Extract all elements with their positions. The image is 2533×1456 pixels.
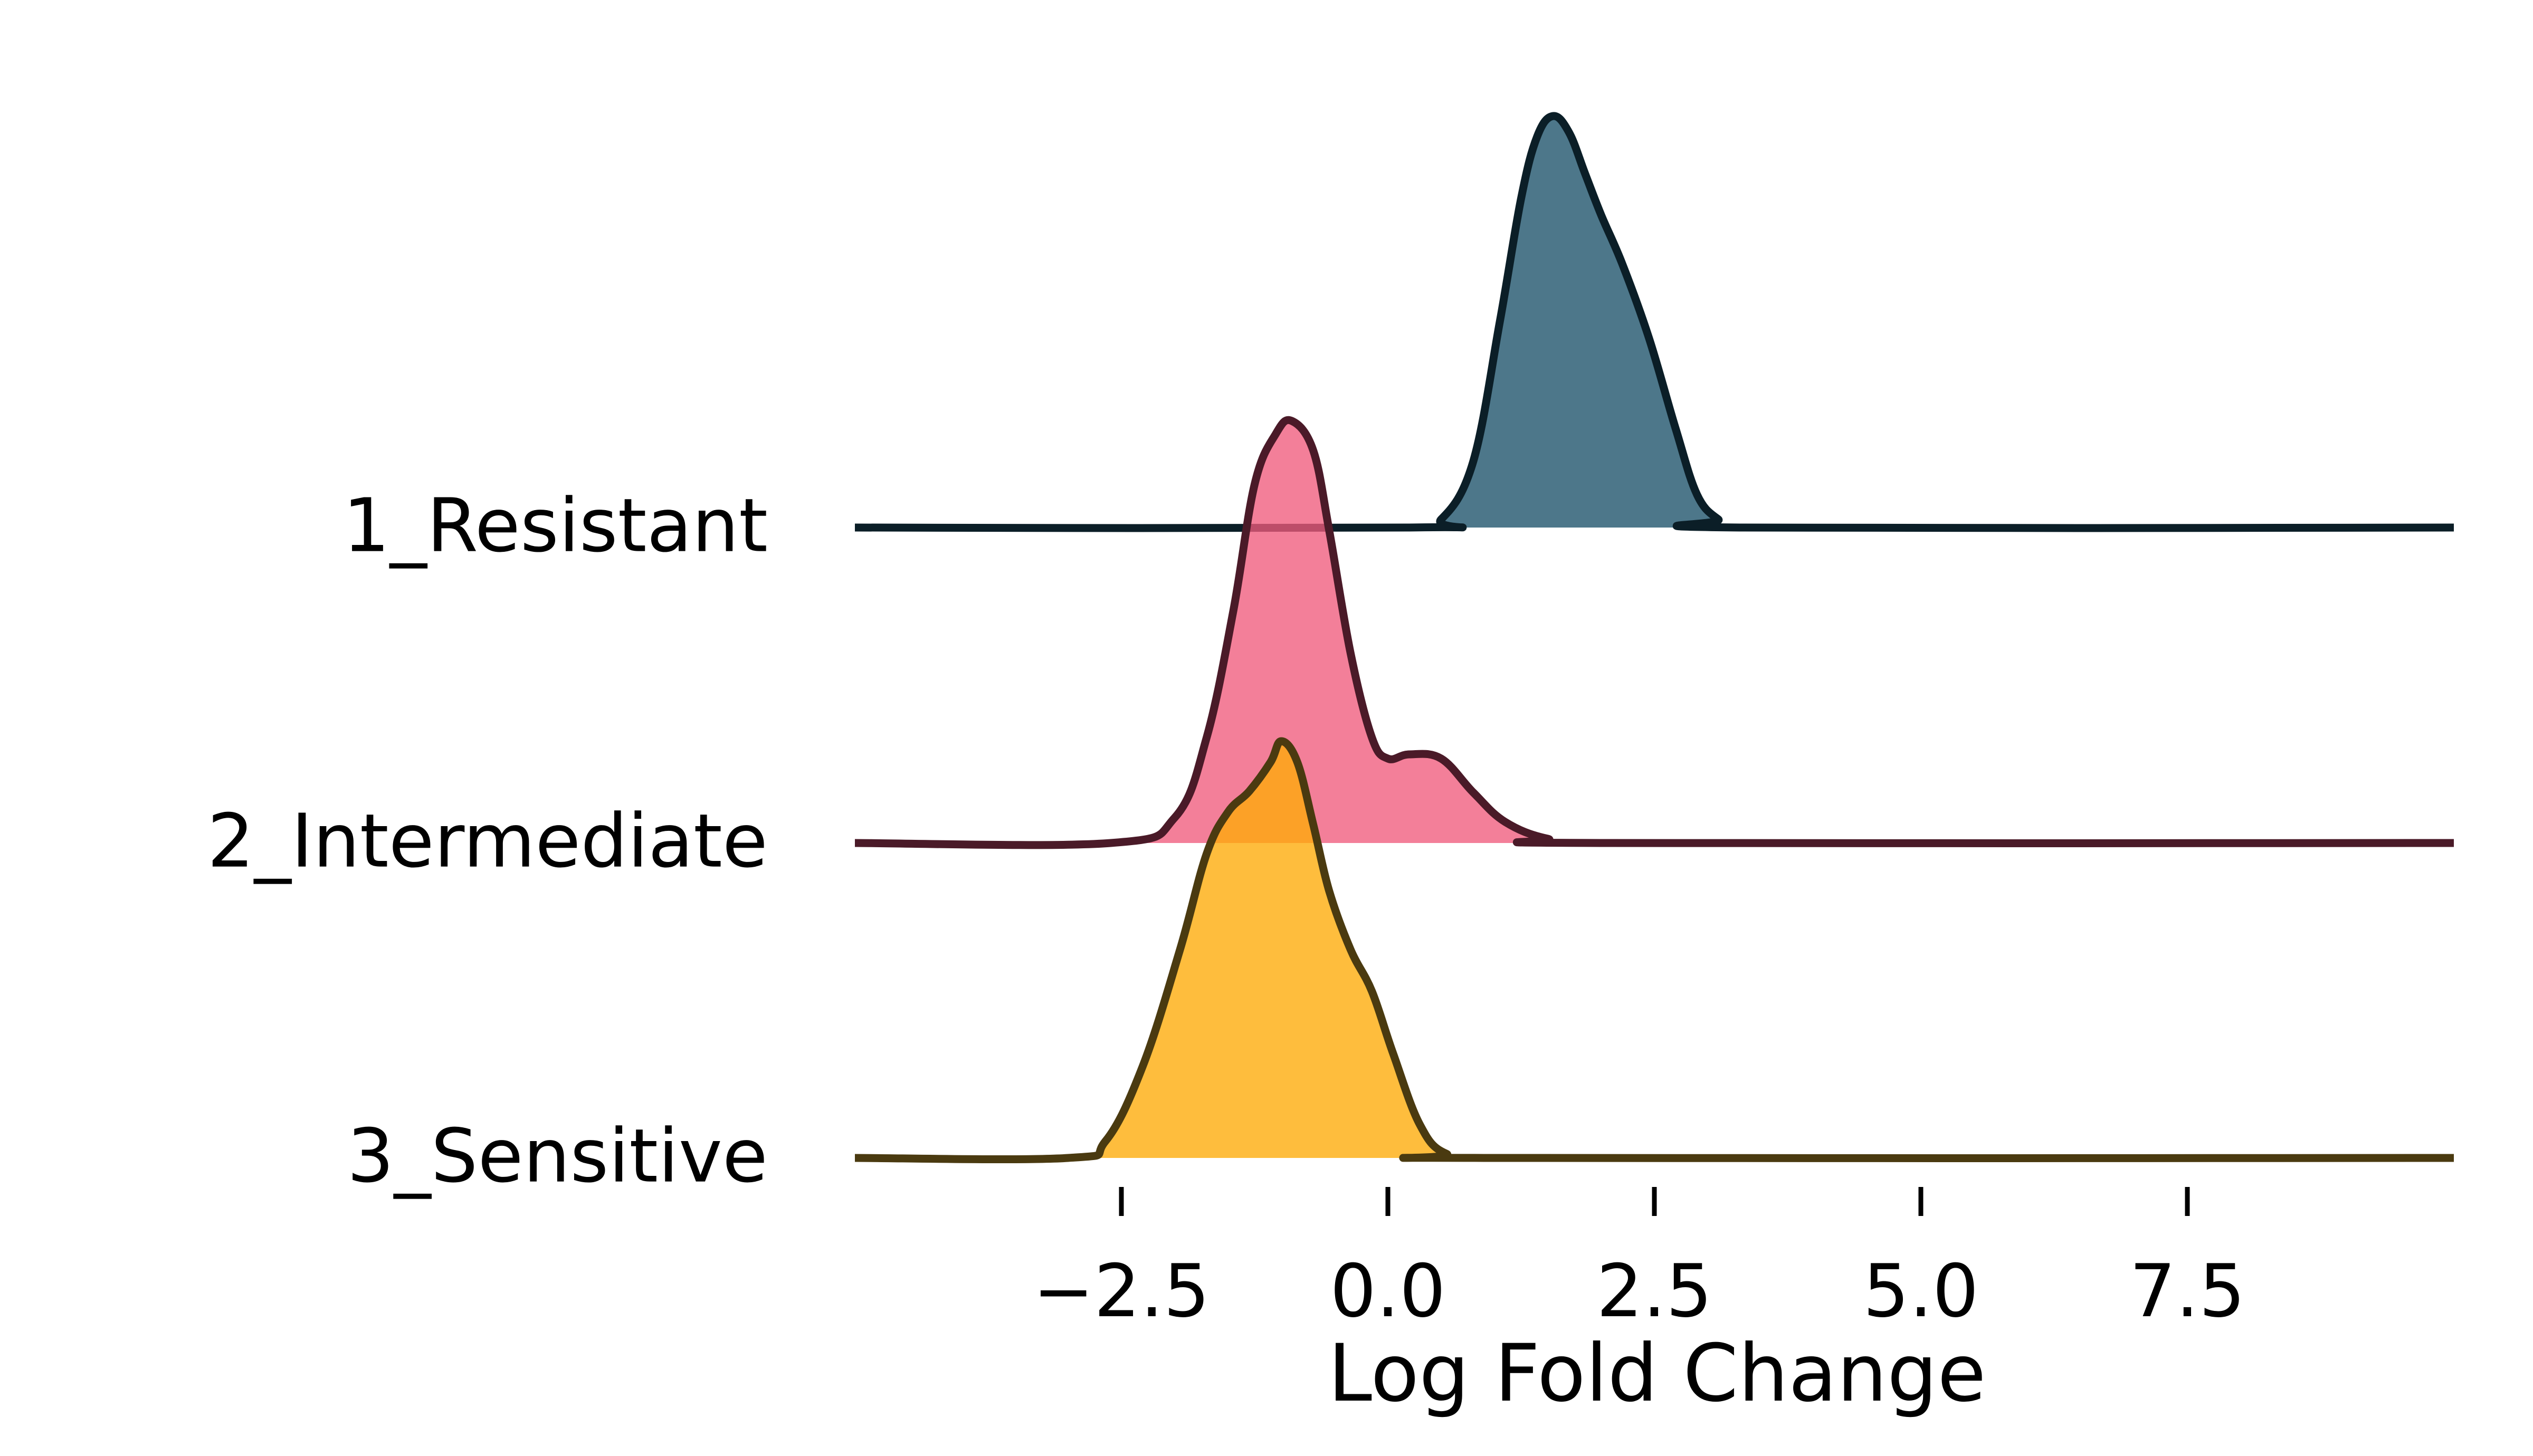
x-tick-label: −2.5 bbox=[1033, 1249, 1210, 1334]
ridge-fill-3-sensitive bbox=[855, 741, 2454, 1160]
category-label-2-intermediate: 2_Intermediate bbox=[207, 799, 768, 885]
x-tick-label: 2.5 bbox=[1596, 1249, 1712, 1334]
category-labels: 1_Resistant 2_Intermediate 3_Sensitive bbox=[207, 483, 768, 1200]
x-axis-label: Log Fold Change bbox=[1328, 1328, 1986, 1420]
category-label-3-sensitive: 3_Sensitive bbox=[347, 1114, 768, 1200]
x-axis: −2.5 0.0 2.5 5.0 7.5 bbox=[1033, 1187, 2245, 1334]
category-label-1-resistant: 1_Resistant bbox=[343, 483, 768, 569]
ridge-line-2-intermediate bbox=[854, 416, 2454, 849]
ridge-line-3-sensitive bbox=[854, 737, 2454, 1164]
ridge-fill-2-intermediate bbox=[855, 420, 2454, 845]
ridges-group bbox=[854, 112, 2454, 1164]
x-tick-label: 0.0 bbox=[1330, 1249, 1445, 1334]
x-tick-label: 7.5 bbox=[2129, 1249, 2245, 1334]
ridge-line-1-resistant bbox=[854, 112, 2454, 532]
ridge-fill-1-resistant bbox=[855, 116, 2454, 529]
x-tick-label: 5.0 bbox=[1863, 1249, 1978, 1334]
